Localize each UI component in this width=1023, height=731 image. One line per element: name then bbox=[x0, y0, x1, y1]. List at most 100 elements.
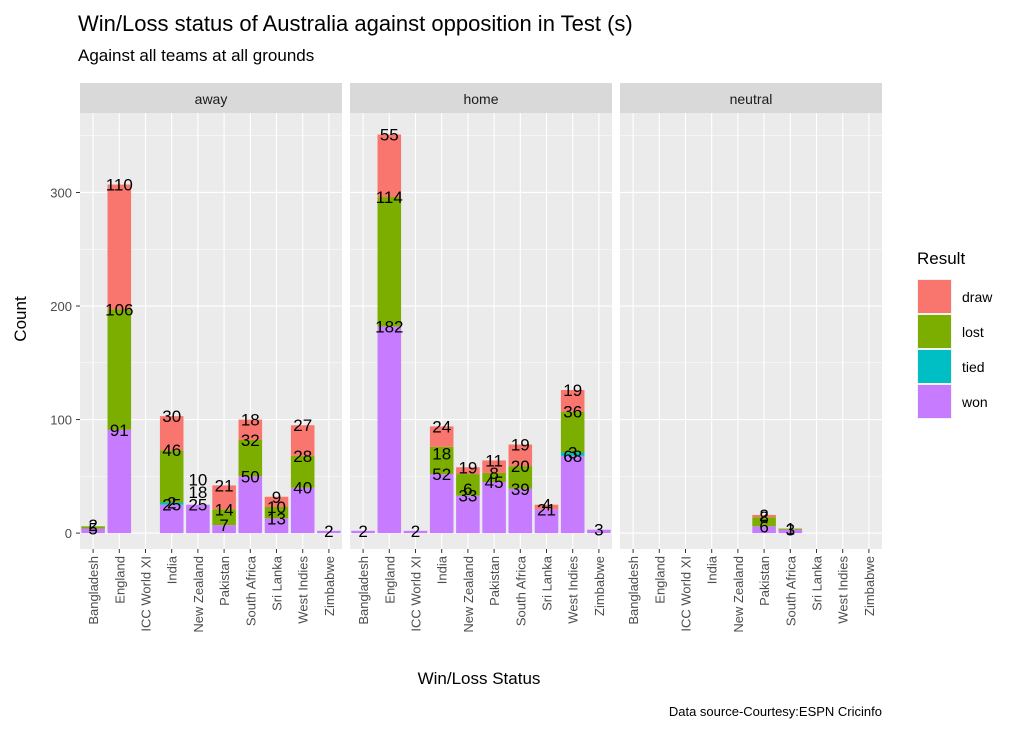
bar-segment-lost bbox=[778, 528, 803, 530]
bar-segment-lost bbox=[752, 517, 776, 527]
bar-value-label: 8 bbox=[759, 508, 768, 527]
bar-value-label: 3 bbox=[786, 521, 795, 540]
facet-label-home: home bbox=[463, 91, 498, 107]
bar-value-label: 30 bbox=[162, 407, 181, 426]
bar-value-label: 40 bbox=[293, 479, 312, 498]
bar-segment-lost bbox=[429, 446, 454, 475]
x-tick-label: Pakistan bbox=[487, 556, 502, 606]
x-tick-label: England bbox=[382, 556, 397, 604]
bar-segment-draw bbox=[238, 419, 263, 440]
bar-value-label: 2 bbox=[411, 522, 420, 541]
bar-segment-draw bbox=[107, 184, 132, 310]
facet-label-away: away bbox=[195, 91, 228, 107]
x-tick-label: ICC World XI bbox=[679, 556, 694, 632]
bar-value-label: 106 bbox=[105, 300, 133, 319]
bar-segment-lost bbox=[212, 509, 236, 526]
bar-segment-won bbox=[264, 518, 289, 534]
bar-segment-won bbox=[429, 474, 454, 534]
bar-segment-won bbox=[456, 495, 480, 534]
bar-value-label: 21 bbox=[215, 476, 234, 495]
bar-segment-won bbox=[508, 488, 533, 534]
bar-segment-won bbox=[107, 429, 132, 534]
bar-value-label: 91 bbox=[110, 421, 129, 440]
x-tick-label: West Indies bbox=[566, 556, 581, 624]
bar-value-label: 10 bbox=[267, 498, 286, 517]
bar-value-label: 2 bbox=[167, 493, 176, 512]
x-tick-label: Zimbabwe bbox=[592, 556, 607, 616]
bar-segment-lost bbox=[456, 474, 480, 496]
bar-value-label: 36 bbox=[563, 403, 582, 422]
bar-value-label: 52 bbox=[432, 465, 451, 484]
bar-value-label: 13 bbox=[267, 509, 286, 528]
x-tick-label: Sri Lanka bbox=[540, 555, 555, 611]
legend-label-draw: draw bbox=[962, 289, 993, 305]
y-tick-label: 100 bbox=[50, 413, 72, 428]
bar-value-label: 19 bbox=[511, 436, 530, 455]
bar-segment-won bbox=[482, 482, 506, 534]
bar-value-label: 24 bbox=[432, 417, 451, 436]
bar-value-label: 32 bbox=[241, 431, 260, 450]
bar-value-label: 46 bbox=[162, 441, 181, 460]
bar-value-label: 10 bbox=[188, 471, 207, 490]
caption: Data source-Courtesy:ESPN Cricinfo bbox=[669, 704, 882, 719]
chart-subtitle: Against all teams at all grounds bbox=[78, 46, 314, 65]
bar-segment-won bbox=[778, 529, 803, 534]
x-tick-label: West Indies bbox=[836, 556, 851, 624]
bar-value-label: 6 bbox=[759, 517, 768, 536]
bar-value-label: 25 bbox=[188, 496, 207, 515]
bar-segment-lost bbox=[107, 309, 132, 430]
facet-label-neutral: neutral bbox=[730, 91, 773, 107]
x-tick-label: England bbox=[652, 556, 667, 604]
legend-label-won: won bbox=[961, 394, 988, 410]
bar-value-label: 3 bbox=[594, 521, 603, 540]
bar-segment-draw bbox=[377, 134, 402, 198]
facet-strip-away bbox=[80, 83, 342, 113]
bar-segment-won bbox=[159, 504, 184, 534]
bar-value-label: 4 bbox=[542, 496, 551, 515]
bar-value-label: 45 bbox=[485, 473, 504, 492]
bar-value-label: 27 bbox=[293, 416, 312, 435]
bar-value-label: 3 bbox=[568, 443, 577, 462]
bar-segment-lost bbox=[290, 455, 315, 488]
x-tick-label: Pakistan bbox=[757, 556, 772, 606]
bar-value-label: 18 bbox=[241, 411, 260, 430]
bar-value-label: 14 bbox=[215, 500, 234, 519]
x-tick-label: Pakistan bbox=[217, 556, 232, 606]
bar-segment-won bbox=[534, 509, 559, 534]
legend-title: Result bbox=[917, 249, 965, 268]
bar-value-label: 2 bbox=[88, 516, 97, 535]
bar-segment-draw bbox=[159, 416, 184, 451]
x-tick-label: New Zealand bbox=[731, 556, 746, 633]
bar-segment-tied bbox=[560, 452, 585, 456]
x-tick-label: Zimbabwe bbox=[322, 556, 337, 616]
bar-value-label: 25 bbox=[162, 496, 181, 515]
bar-segment-won bbox=[212, 525, 236, 534]
bar-segment-won bbox=[290, 487, 315, 534]
bar-segment-lost bbox=[377, 197, 402, 327]
x-tick-label: South Africa bbox=[513, 555, 528, 626]
bar-segment-won bbox=[81, 528, 105, 534]
bar-value-label: 8 bbox=[489, 464, 498, 483]
legend-swatch-lost bbox=[918, 315, 951, 348]
bar-segment-draw bbox=[560, 390, 585, 412]
legend-label-tied: tied bbox=[962, 359, 985, 375]
bar-segment-won bbox=[238, 476, 263, 534]
y-tick-label: 200 bbox=[50, 299, 72, 314]
x-tick-label: Bangladesh bbox=[626, 556, 641, 625]
y-axis-label: Count bbox=[11, 296, 30, 342]
x-tick-label: South Africa bbox=[783, 555, 798, 626]
x-tick-label: Zimbabwe bbox=[862, 556, 877, 616]
legend-swatch-draw bbox=[918, 280, 951, 313]
bar-segment-lost bbox=[264, 506, 289, 519]
bar-segment-won bbox=[377, 326, 402, 534]
bar-value-label: 110 bbox=[106, 176, 133, 195]
bar-value-label: 39 bbox=[511, 480, 530, 499]
bar-segment-lost bbox=[159, 450, 184, 503]
bar-value-label: 2 bbox=[324, 522, 333, 541]
bar-segment-draw bbox=[429, 426, 454, 447]
bar-value-label: 5 bbox=[88, 520, 97, 539]
bar-value-label: 19 bbox=[563, 381, 582, 400]
facet-strip-neutral bbox=[620, 83, 882, 113]
bar-segment-draw bbox=[264, 496, 289, 507]
